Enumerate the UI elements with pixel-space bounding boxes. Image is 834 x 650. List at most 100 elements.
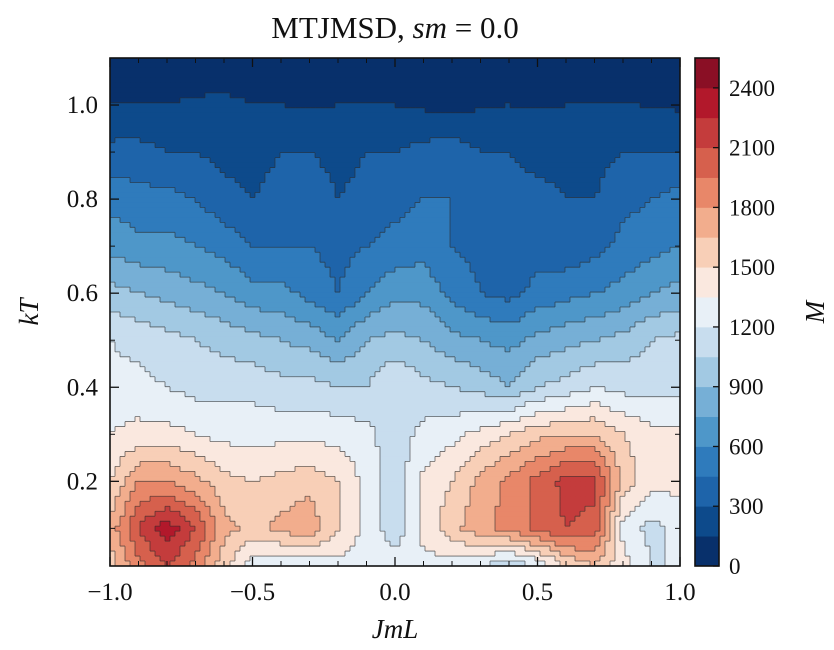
contour-cell <box>660 92 666 99</box>
contour-cell <box>545 117 551 124</box>
contour-cell <box>550 192 556 199</box>
contour-cell <box>500 87 506 94</box>
contour-cell <box>445 217 451 223</box>
contour-cell <box>295 267 301 273</box>
contour-cell <box>125 207 131 213</box>
contour-cell <box>570 92 576 99</box>
contour-cell <box>450 197 456 204</box>
contour-cell <box>495 162 501 169</box>
contour-cell <box>490 182 496 189</box>
contour-cell <box>185 267 191 273</box>
contour-cell <box>635 82 641 89</box>
contour-cell <box>305 87 311 94</box>
contour-cell <box>250 97 256 104</box>
contour-cell <box>260 217 266 223</box>
contour-cell <box>660 212 666 218</box>
contour-cell <box>275 58 281 64</box>
contour-cell <box>190 167 196 174</box>
contour-cell <box>295 222 301 228</box>
contour-cell <box>635 247 641 253</box>
contour-cell <box>135 197 141 204</box>
contour-cell <box>230 127 236 134</box>
contour-cell <box>330 252 336 258</box>
contour-cell <box>290 227 296 233</box>
contour-cell <box>565 122 571 129</box>
contour-cell <box>375 77 381 84</box>
contour-cell <box>410 197 416 204</box>
contour-cell <box>400 162 406 169</box>
contour-cell <box>480 257 486 263</box>
contour-cell <box>350 142 356 149</box>
contour-cell <box>450 172 456 179</box>
contour-cell <box>370 212 376 218</box>
contour-cell <box>675 167 680 174</box>
contour-cell <box>195 222 201 228</box>
contour-cell <box>555 167 561 174</box>
contour-cell <box>530 147 536 154</box>
contour-cell <box>600 172 606 179</box>
contour-cell <box>515 92 521 99</box>
contour-cell <box>385 247 391 253</box>
contour-cell <box>660 58 666 64</box>
contour-cell <box>405 242 411 248</box>
contour-cell <box>650 67 656 74</box>
contour-cell <box>550 262 556 268</box>
contour-cell <box>190 112 196 119</box>
contour-cell <box>640 247 646 253</box>
contour-cell <box>290 172 296 179</box>
contour-cell <box>520 152 526 159</box>
contour-cell <box>435 192 441 199</box>
contour-cell <box>445 77 451 84</box>
contour-cell <box>530 142 536 149</box>
contour-cell <box>535 77 541 84</box>
contour-cell <box>195 58 201 64</box>
contour-cell <box>355 187 361 194</box>
contour-cell <box>345 152 351 159</box>
contour-cell <box>570 182 576 189</box>
contour-cell <box>520 107 526 114</box>
contour-cell <box>530 257 536 263</box>
contour-cell <box>180 107 186 114</box>
contour-cell <box>545 62 551 69</box>
contour-cell <box>115 147 121 154</box>
contour-cell <box>490 122 496 129</box>
contour-cell <box>165 87 171 94</box>
contour-cell <box>420 247 426 253</box>
contour-cell <box>520 182 526 189</box>
contour-cell <box>505 167 511 174</box>
contour-cell <box>620 252 626 258</box>
contour-cell <box>465 147 471 154</box>
contour-cell <box>440 87 446 94</box>
contour-cell <box>340 177 346 184</box>
contour-cell <box>330 82 336 89</box>
contour-cell <box>240 262 246 268</box>
contour-cell <box>145 227 151 233</box>
contour-cell <box>475 242 481 248</box>
contour-cell <box>335 162 341 169</box>
contour-cell <box>370 167 376 174</box>
contour-cell <box>510 232 516 238</box>
contour-cell <box>240 72 246 79</box>
contour-cell <box>595 177 601 184</box>
contour-cell <box>650 202 656 209</box>
contour-cell <box>435 152 441 159</box>
contour-cell <box>365 132 371 139</box>
contour-cell <box>440 237 446 243</box>
contour-cell <box>220 102 226 109</box>
contour-cell <box>180 167 186 174</box>
contour-cell <box>445 247 451 253</box>
contour-cell <box>350 182 356 189</box>
contour-cell <box>230 242 236 248</box>
contour-cell <box>165 272 171 278</box>
contour-cell <box>275 182 281 189</box>
contour-cell <box>160 267 166 273</box>
contour-cell <box>660 112 666 119</box>
contour-cell <box>550 247 556 253</box>
contour-cell <box>305 252 311 258</box>
contour-cell <box>560 172 566 179</box>
contour-cell <box>200 167 206 174</box>
contour-cell <box>240 257 246 263</box>
contour-cell <box>580 207 586 213</box>
contour-cell <box>545 202 551 209</box>
contour-cell <box>575 147 581 154</box>
